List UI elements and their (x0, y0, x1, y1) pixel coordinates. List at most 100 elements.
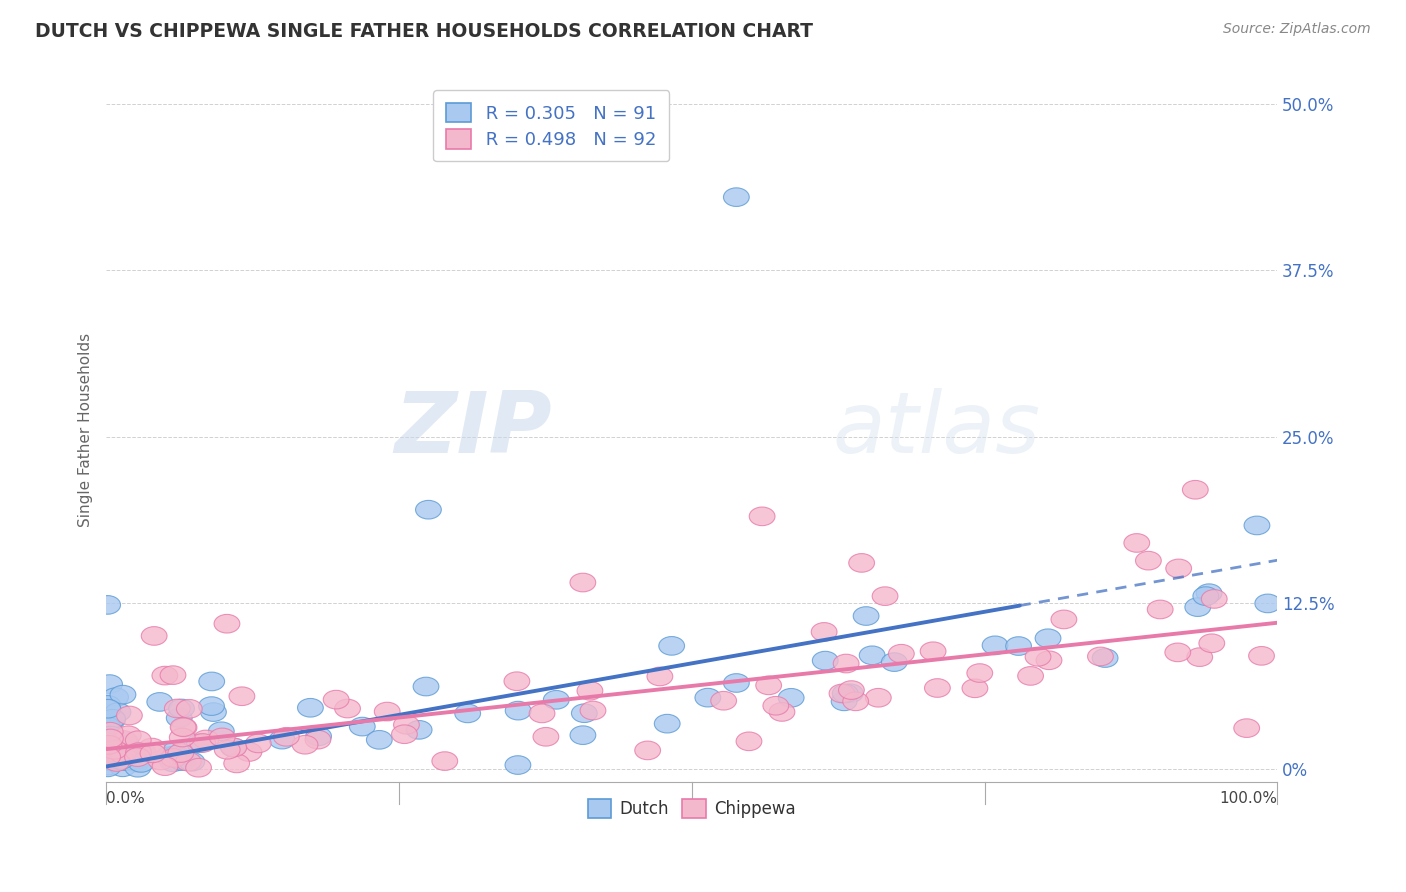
Ellipse shape (872, 587, 898, 606)
Ellipse shape (711, 691, 737, 710)
Ellipse shape (335, 699, 360, 718)
Ellipse shape (1005, 637, 1032, 656)
Ellipse shape (838, 684, 863, 703)
Ellipse shape (165, 699, 190, 718)
Ellipse shape (1182, 481, 1208, 499)
Ellipse shape (756, 676, 782, 695)
Ellipse shape (432, 752, 458, 771)
Y-axis label: Single Father Households: Single Father Households (79, 333, 93, 527)
Ellipse shape (406, 721, 432, 739)
Ellipse shape (172, 718, 197, 737)
Ellipse shape (97, 740, 122, 759)
Ellipse shape (305, 727, 332, 746)
Ellipse shape (125, 731, 152, 749)
Ellipse shape (1052, 610, 1077, 629)
Ellipse shape (1256, 594, 1281, 613)
Ellipse shape (654, 714, 681, 733)
Ellipse shape (229, 687, 254, 706)
Ellipse shape (170, 718, 195, 737)
Ellipse shape (505, 756, 531, 774)
Ellipse shape (769, 703, 794, 722)
Ellipse shape (838, 681, 865, 699)
Ellipse shape (882, 653, 907, 672)
Ellipse shape (849, 554, 875, 572)
Ellipse shape (98, 726, 124, 745)
Ellipse shape (117, 752, 143, 770)
Ellipse shape (1025, 648, 1050, 666)
Ellipse shape (201, 703, 226, 722)
Ellipse shape (853, 607, 879, 625)
Legend: Dutch, Chippewa: Dutch, Chippewa (581, 793, 803, 825)
Ellipse shape (647, 667, 672, 686)
Ellipse shape (97, 674, 122, 693)
Ellipse shape (125, 758, 150, 777)
Ellipse shape (94, 723, 121, 742)
Ellipse shape (170, 752, 195, 771)
Text: 100.0%: 100.0% (1219, 791, 1277, 805)
Ellipse shape (155, 747, 181, 765)
Ellipse shape (101, 751, 127, 770)
Ellipse shape (198, 673, 225, 690)
Ellipse shape (169, 699, 194, 718)
Ellipse shape (374, 702, 401, 721)
Ellipse shape (224, 754, 249, 772)
Ellipse shape (273, 728, 299, 746)
Ellipse shape (96, 741, 121, 760)
Ellipse shape (110, 747, 135, 766)
Ellipse shape (830, 684, 855, 703)
Ellipse shape (110, 758, 135, 777)
Ellipse shape (128, 754, 155, 772)
Ellipse shape (323, 690, 349, 709)
Ellipse shape (813, 651, 838, 670)
Ellipse shape (97, 729, 124, 747)
Ellipse shape (350, 717, 375, 736)
Ellipse shape (367, 731, 392, 749)
Ellipse shape (1018, 666, 1043, 685)
Ellipse shape (152, 666, 177, 685)
Ellipse shape (160, 665, 186, 684)
Ellipse shape (1244, 516, 1270, 534)
Ellipse shape (695, 689, 721, 707)
Ellipse shape (634, 741, 661, 760)
Ellipse shape (749, 507, 775, 525)
Ellipse shape (983, 636, 1008, 655)
Ellipse shape (97, 731, 124, 749)
Ellipse shape (236, 743, 262, 761)
Ellipse shape (842, 692, 869, 711)
Ellipse shape (1249, 647, 1274, 665)
Ellipse shape (115, 726, 141, 745)
Ellipse shape (391, 725, 418, 744)
Ellipse shape (105, 703, 131, 722)
Ellipse shape (100, 711, 125, 730)
Ellipse shape (1197, 584, 1222, 602)
Ellipse shape (834, 654, 859, 673)
Ellipse shape (160, 753, 186, 772)
Ellipse shape (724, 673, 749, 692)
Ellipse shape (94, 751, 121, 770)
Ellipse shape (1035, 629, 1062, 648)
Ellipse shape (96, 736, 122, 755)
Ellipse shape (925, 679, 950, 698)
Ellipse shape (1136, 551, 1161, 570)
Ellipse shape (920, 642, 946, 661)
Ellipse shape (105, 734, 131, 753)
Ellipse shape (117, 706, 142, 725)
Ellipse shape (125, 743, 152, 762)
Ellipse shape (96, 736, 122, 754)
Ellipse shape (100, 709, 125, 728)
Ellipse shape (110, 745, 136, 764)
Ellipse shape (141, 627, 167, 645)
Text: atlas: atlas (832, 388, 1040, 471)
Ellipse shape (659, 637, 685, 656)
Ellipse shape (121, 748, 146, 767)
Ellipse shape (103, 688, 128, 706)
Ellipse shape (98, 736, 124, 754)
Ellipse shape (1166, 643, 1191, 662)
Ellipse shape (298, 698, 323, 717)
Ellipse shape (187, 734, 212, 753)
Ellipse shape (1201, 590, 1227, 608)
Ellipse shape (94, 747, 121, 766)
Ellipse shape (148, 751, 174, 770)
Ellipse shape (208, 722, 235, 740)
Ellipse shape (543, 690, 569, 709)
